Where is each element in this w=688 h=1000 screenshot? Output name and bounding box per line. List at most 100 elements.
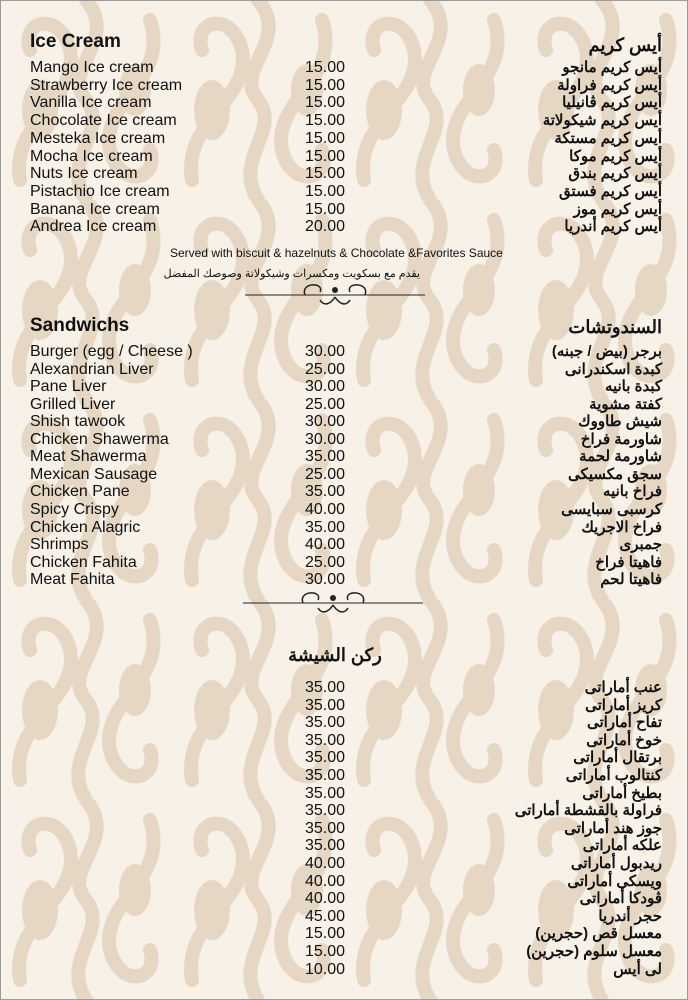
sandwiches-title-ar: السندوتشات: [568, 317, 662, 337]
item-price: 25.00: [305, 465, 346, 483]
item-name-ar: أيس كريم مانجو: [562, 59, 662, 76]
menu-item: 15.00 معسل سلوم (حجرين): [0, 943, 688, 961]
item-name-ar: أيس كريم شيكولاتة: [542, 112, 662, 130]
item-name-ar: أيس كريم ڤانيليا: [562, 94, 662, 112]
menu-item: Mexican Sausage 25.00 سجق مكسيكى: [0, 466, 688, 484]
menu-item: Banana Ice cream 15.00 أيس كريم موز: [0, 201, 688, 219]
item-name-en: Chicken Fahita: [30, 553, 137, 571]
menu-item: 35.00 تفاح أماراتى: [0, 714, 688, 732]
item-price: 35.00: [305, 837, 346, 855]
item-name-ar: بطيخ أماراتى: [582, 784, 662, 802]
menu-item: 15.00 معسل قص (حجرين): [0, 925, 688, 943]
item-name-en: Nuts Ice cream: [30, 165, 138, 183]
item-name-en: Chicken Shawerma: [30, 430, 169, 448]
item-name-ar: أيس كريم أندريا: [564, 218, 662, 236]
menu-item: Pane Liver 30.00 كبدة بانيه: [0, 378, 688, 396]
item-price: 35.00: [305, 448, 346, 466]
menu-item: 35.00 برتقال أماراتى: [0, 749, 688, 767]
menu-item: Mocha Ice cream 15.00 أيس كريم موكا: [0, 148, 688, 166]
item-name-en: Meat Shawerma: [30, 448, 147, 466]
item-name-ar: أيس كريم مستكة: [554, 129, 662, 147]
item-name-ar: أيس كريم فراولة: [557, 76, 662, 94]
item-price: 35.00: [305, 802, 346, 820]
item-name-en: Vanilla Ice cream: [30, 94, 152, 112]
item-name-en: Chocolate Ice cream: [30, 112, 177, 130]
menu-item: Meat Fahita 30.00 فاهيتا لحم: [0, 571, 688, 589]
item-name-ar: شيش طاووك: [578, 413, 662, 431]
item-price: 20.00: [305, 218, 346, 236]
menu-item: 10.00 لى أيس: [0, 961, 688, 979]
item-name-en: Meat Fahita: [30, 571, 115, 589]
item-price: 25.00: [305, 553, 346, 571]
item-name-ar: جوز هند أماراتى: [564, 819, 662, 837]
item-name-ar: برتقال أماراتى: [573, 749, 662, 767]
item-name-ar: خوخ أماراتى: [586, 731, 662, 749]
ice-cream-title-en: Ice Cream: [30, 31, 121, 52]
item-name-ar: جمبرى: [619, 536, 663, 554]
item-price: 30.00: [305, 413, 346, 431]
item-name-ar: فراخ الاجريك: [581, 518, 662, 536]
item-price: 35.00: [305, 679, 346, 696]
item-price: 40.00: [305, 890, 346, 908]
menu-item: 45.00 حجر أندريا: [0, 908, 688, 926]
menu-item: Nuts Ice cream 15.00 أيس كريم بندق: [0, 165, 688, 183]
item-name-ar: عنب أماراتى: [584, 679, 662, 696]
item-price: 35.00: [305, 784, 346, 802]
menu-item: Burger (egg / Cheese ) 30.00 برجر (بيض / ج…: [0, 343, 688, 361]
item-name-en: Spicy Crispy: [30, 500, 119, 518]
item-name-en: Chicken Alagric: [30, 518, 141, 536]
item-name-en: Alexandrian Liver: [30, 360, 154, 378]
menu-item: Alexandrian Liver 25.00 كبدة اسكندرانى: [0, 361, 688, 379]
item-name-ar: شاورمة لحمة: [579, 448, 662, 466]
item-name-ar: كفتة مشوية: [589, 395, 662, 413]
item-price: 40.00: [305, 536, 346, 554]
item-name-en: Shish tawook: [30, 413, 126, 431]
item-price: 25.00: [305, 360, 346, 378]
menu-item: 35.00 كريز أماراتى: [0, 697, 688, 715]
item-name-ar: أيس كريم بندق: [568, 165, 662, 183]
item-name-ar: ويسكى أماراتى: [567, 872, 662, 890]
item-price: 15.00: [305, 925, 346, 943]
item-name-ar: حجر أندريا: [598, 907, 662, 925]
menu-item: Grilled Liver 25.00 كفتة مشوية: [0, 396, 688, 414]
item-name-ar: معسل سلوم (حجرين): [526, 943, 662, 960]
sandwiches-title-en: Sandwichs: [30, 315, 130, 336]
item-price: 35.00: [305, 749, 346, 767]
item-name-en: Mocha Ice cream: [30, 147, 153, 165]
item-price: 45.00: [305, 907, 346, 925]
item-name-ar: سجق مكسيكى: [568, 465, 662, 483]
ice-cream-title-ar: أيس كريم: [588, 35, 662, 55]
menu-item: Mango Ice cream 15.00 أيس كريم مانجو: [0, 59, 688, 77]
item-name-ar: تفاح أماراتى: [586, 714, 662, 732]
item-price: 40.00: [305, 500, 346, 518]
item-price: 40.00: [305, 872, 346, 890]
menu-item: 35.00 بطيخ أماراتى: [0, 785, 688, 803]
item-price: 40.00: [305, 855, 346, 872]
item-price: 15.00: [305, 147, 346, 165]
item-name-ar: ريدبول أماراتى: [570, 855, 662, 872]
item-name-ar: فاهيتا لحم: [600, 571, 662, 589]
menu-item: Chicken Alagric 35.00 فراخ الاجريك: [0, 519, 688, 537]
menu-item: Pistachio Ice cream 15.00 أيس كريم فستق: [0, 183, 688, 201]
menu-item: 35.00 خوخ أماراتى: [0, 732, 688, 750]
ice-cream-note-en: Served with biscuit & hazelnuts & Chocol…: [170, 246, 503, 260]
menu-item: Meat Shawerma 35.00 شاورمة لحمة: [0, 448, 688, 466]
item-price: 35.00: [305, 731, 346, 749]
item-name-ar: كنتالوب أماراتى: [565, 767, 662, 784]
item-name-ar: كبدة بانيه: [604, 378, 662, 396]
menu-item: Chicken Fahita 25.00 فاهيتا فراخ: [0, 554, 688, 572]
item-price: 15.00: [305, 59, 346, 76]
menu-item: 35.00 فراولة بالقشطة أماراتى: [0, 802, 688, 820]
item-price: 15.00: [305, 94, 346, 112]
item-name-en: Andrea Ice cream: [30, 218, 157, 236]
item-price: 35.00: [305, 518, 346, 536]
item-name-en: Shrimps: [30, 536, 89, 554]
item-name-ar: أيس كريم موز: [573, 200, 662, 218]
item-price: 15.00: [305, 76, 346, 94]
item-price: 15.00: [305, 943, 346, 960]
menu-item: 35.00 جوز هند أماراتى: [0, 820, 688, 838]
item-name-ar: معسل قص (حجرين): [535, 925, 662, 943]
item-name-ar: فاهيتا فراخ: [595, 553, 662, 571]
item-price: 25.00: [305, 395, 346, 413]
menu-item: Vanilla Ice cream 15.00 أيس كريم ڤانيليا: [0, 94, 688, 112]
